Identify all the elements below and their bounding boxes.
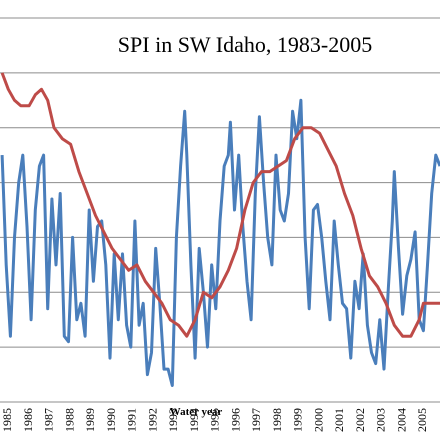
x-tick-label: 1985 (0, 408, 14, 432)
data-line (0, 72, 440, 338)
x-tick-label: 1999 (291, 408, 305, 432)
x-tick-label: 1992 (145, 408, 159, 432)
x-tick-label: 1996 (228, 408, 242, 432)
x-tick-label: 2002 (353, 408, 367, 432)
x-tick-label: 1989 (83, 408, 97, 432)
x-tick-label: 1986 (21, 408, 35, 432)
x-tick-label: 1988 (62, 408, 76, 432)
x-axis-label: Water year (170, 406, 223, 418)
x-tick-label: 2005 (415, 408, 429, 432)
x-tick-label: 1987 (42, 408, 56, 432)
x-tick-label: 1998 (270, 408, 284, 432)
x-tick-label: 1994 (187, 408, 201, 432)
x-tick-label: 1991 (125, 408, 139, 432)
x-tick-label: 1997 (249, 408, 263, 432)
x-tick-label: 2003 (374, 408, 388, 432)
x-tick-label: 1990 (104, 408, 118, 432)
data-line (0, 98, 440, 387)
chart-title: SPI in SW Idaho, 1983-2005 (118, 32, 372, 57)
x-tick-label: 2004 (394, 408, 408, 432)
x-tick-label: 2000 (311, 408, 325, 432)
x-tick-label: 1993 (166, 408, 180, 432)
x-tick-label: 1995 (208, 408, 222, 432)
x-tick-label: 2001 (332, 408, 346, 432)
